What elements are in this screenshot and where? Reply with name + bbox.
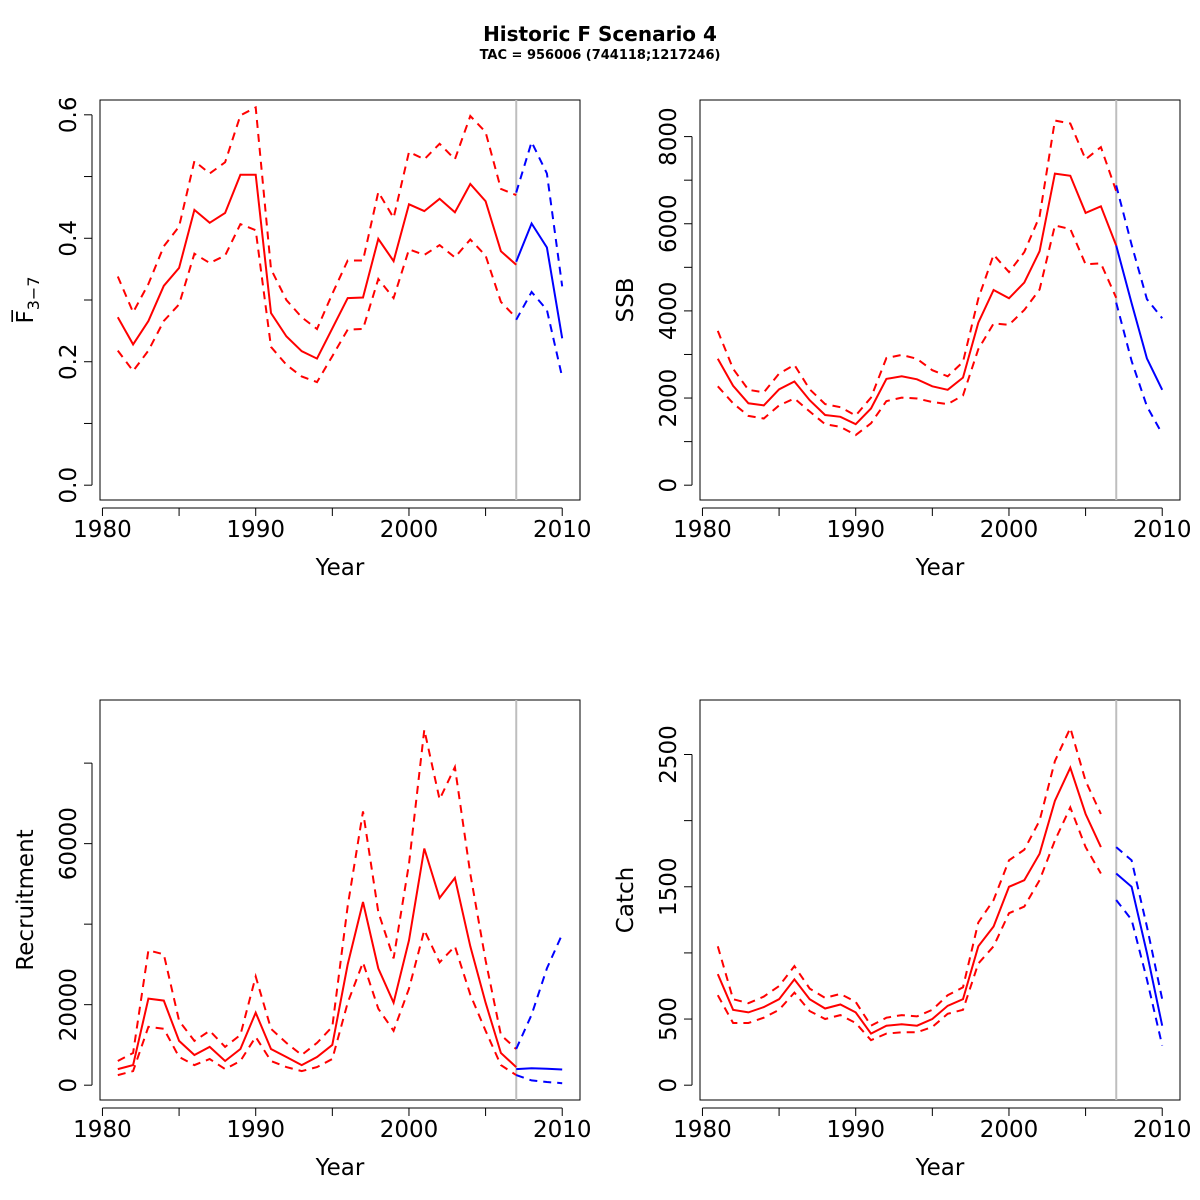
catch-panel-historic-bound-line	[716, 725, 1102, 1028]
ssb-panel-xtick-label: 2000	[980, 517, 1039, 543]
recruitment-panel-frame	[99, 699, 581, 1101]
ssb-panel-ytick-label: 6000	[656, 194, 682, 253]
ssb-panel-frame	[699, 99, 1181, 501]
figure-title: Historic F Scenario 4	[483, 22, 717, 46]
catch-panel-ylabel: Catch	[613, 867, 639, 933]
ssb-panel-ylabel: SSB	[613, 278, 639, 323]
f-panel-xtick-label: 1990	[226, 517, 285, 543]
recruitment-panel-xtick-label: 2010	[533, 1117, 592, 1143]
f-panel-ytick-label: 0.0	[56, 467, 82, 504]
recruitment-panel-xlabel: Year	[315, 1155, 365, 1181]
recruitment-panel-ytick-label: 60000	[56, 807, 82, 880]
recruitment-panel-xtick-label: 2000	[380, 1117, 439, 1143]
catch-panel-frame	[699, 699, 1181, 1101]
recruitment-panel-historic-estimate-line	[117, 848, 517, 1071]
recruitment-panel: 1980 1990 2000 2010 0 20000 60000 Year Recruitme…	[13, 699, 592, 1181]
f-panel-historic-estimate-line	[116, 173, 517, 360]
ssb-panel-xtick-label: 1990	[826, 517, 885, 543]
catch-panel-xlabel: Year	[915, 1155, 965, 1181]
recruitment-panel-ylabel: Recruitment	[13, 829, 39, 970]
ssb-panel-forecast-bound-line	[1115, 302, 1164, 435]
ssb-panel-forecast-estimate-line	[1115, 245, 1164, 391]
f-panel-ytick-label: 0.4	[56, 220, 82, 257]
ssb-panel-ytick-label: 2000	[656, 369, 682, 428]
recruitment-panel-historic-bound-line	[117, 927, 517, 1077]
f-panel-forecast-bound-line	[515, 290, 564, 378]
catch-panel-ytick-label: 0	[656, 1078, 682, 1093]
catch-panel-ytick-label: 2500	[656, 725, 682, 784]
catch-panel: 1980 1990 2000 2010 0 500 1500 2500 Year Catch	[613, 699, 1192, 1181]
ssb-panel: 1980 1990 2000 2010 0 2000 4000 6000 8000 Year SSB	[613, 99, 1192, 581]
ssb-panel-xtick-label: 2010	[1133, 517, 1192, 543]
ssb-panel-ytick-label: 8000	[656, 107, 682, 166]
catch-panel-xtick-label: 1980	[673, 1117, 732, 1143]
f-panel-frame	[99, 99, 581, 501]
ssb-panel-ytick-label: 4000	[656, 282, 682, 341]
ssb-panel-historic-estimate-line	[716, 172, 1118, 426]
catch-panel-ytick-label: 1500	[656, 857, 682, 916]
recruitment-panel-ytick-label: 0	[56, 1078, 82, 1093]
f-panel-forecast-estimate-line	[515, 221, 564, 339]
catch-panel-xtick-label: 2010	[1133, 1117, 1192, 1143]
f-panel-historic-bound-line	[117, 222, 517, 384]
ssb-panel-ytick-label: 0	[656, 478, 682, 493]
f-panel: 1980 1990 2000 2010 0.0 0.2 0.4 0.6 Year F̅3−7	[11, 97, 592, 581]
catch-panel-xtick-label: 1990	[826, 1117, 885, 1143]
f-panel-xtick-label: 2000	[380, 517, 439, 543]
figure-subtitle: TAC = 956006 (744118;1217246)	[479, 48, 721, 63]
catch-panel-historic-estimate-line	[716, 764, 1102, 1035]
f-panel-xlabel: Year	[315, 555, 365, 581]
catch-panel-forecast-estimate-line	[1115, 872, 1164, 1026]
f-panel-forecast-bound-line	[515, 139, 564, 287]
recruitment-panel-xtick-label: 1990	[226, 1117, 285, 1143]
recruitment-panel-historic-bound-line	[117, 729, 517, 1062]
catch-panel-ytick-label: 500	[656, 997, 682, 1041]
ssb-panel-xlabel: Year	[915, 555, 965, 581]
f-panel-ylabel: F̅3−7	[11, 277, 43, 324]
catch-panel-xtick-label: 2000	[980, 1117, 1039, 1143]
ssb-panel-forecast-bound-line	[1115, 185, 1163, 319]
f-panel-ytick-label: 0.2	[56, 343, 82, 380]
ssb-panel-xtick-label: 1980	[673, 517, 732, 543]
f-panel-historic-bound-line	[116, 105, 517, 331]
recruitment-panel-forecast-estimate-line	[516, 1067, 563, 1071]
f-panel-ytick-label: 0.6	[56, 97, 82, 134]
recruitment-panel-forecast-bound-line	[515, 933, 564, 1050]
f-panel-xtick-label: 2010	[533, 517, 592, 543]
catch-panel-historic-bound-line	[716, 804, 1102, 1042]
ssb-panel-historic-bound-line	[717, 224, 1118, 437]
f-panel-xtick-label: 1980	[73, 517, 132, 543]
recruitment-panel-forecast-bound-line	[515, 1074, 563, 1085]
recruitment-panel-xtick-label: 1980	[73, 1117, 132, 1143]
ssb-panel-historic-bound-line	[716, 119, 1118, 417]
recruitment-panel-ytick-label: 20000	[56, 968, 82, 1041]
